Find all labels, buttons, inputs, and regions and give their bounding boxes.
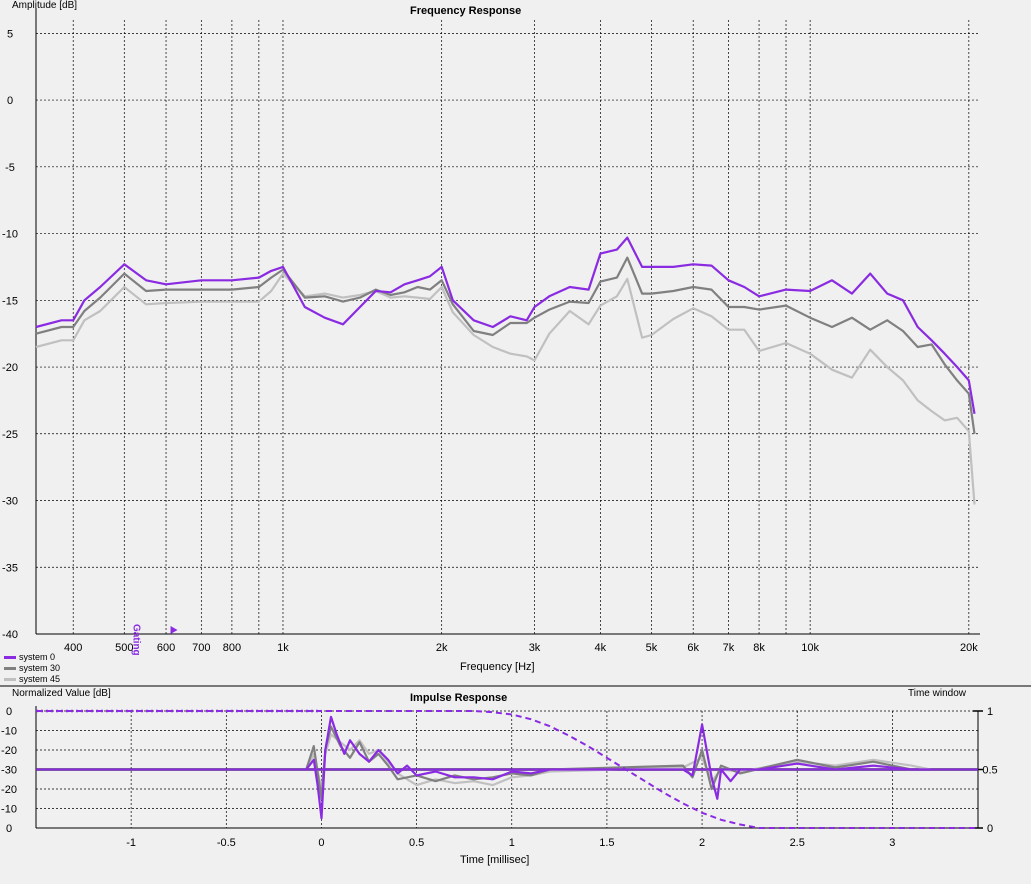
- impulse-right-tick-label: 0.5: [982, 765, 997, 777]
- impulse-y-axis-label: Normalized Value [dB]: [12, 688, 111, 699]
- legend-label: system 30: [19, 663, 61, 673]
- legend-label: system 0: [19, 652, 56, 662]
- freq-y-tick-label: -35: [2, 562, 18, 574]
- impulse-y-tick-label: -10: [1, 804, 17, 816]
- legend-swatch: [4, 667, 16, 671]
- freq-x-tick-label: 1k: [277, 642, 289, 654]
- freq-series-system-30: [35, 256, 976, 434]
- gating-marker-icon: [170, 626, 178, 634]
- impulse-x-tick-label: 3: [889, 837, 895, 849]
- legend-item-system-0: system 0: [4, 652, 55, 662]
- impulse-y-tick-label: -10: [1, 726, 17, 738]
- impulse-x-axis-label: Time [millisec]: [460, 854, 530, 866]
- freq-x-tick-label: 800: [223, 642, 241, 654]
- impulse-x-tick-label: 1: [509, 837, 515, 849]
- freq-y-tick-label: -10: [2, 229, 18, 241]
- freq-x-tick-label: 3k: [529, 642, 541, 654]
- freq-x-tick-label: 2k: [436, 642, 448, 654]
- impulse-x-tick-label: 1.5: [599, 837, 614, 849]
- impulse-chart-title: Impulse Response: [410, 692, 508, 704]
- impulse-y-tick-label: -30: [1, 765, 17, 777]
- freq-y-axis-label: Amplitude [dB]: [12, 0, 78, 11]
- time-window-curve: [36, 710, 978, 829]
- freq-y-tick-label: -40: [2, 629, 18, 641]
- legend-swatch: [4, 656, 16, 660]
- freq-x-tick-label: 4k: [595, 642, 607, 654]
- freq-x-tick-label: 7k: [723, 642, 735, 654]
- freq-chart-title: Frequency Response: [410, 5, 522, 17]
- freq-y-tick-label: -15: [2, 295, 18, 307]
- impulse-right-tick-label: 1: [987, 706, 993, 718]
- legend-label: system 45: [19, 674, 61, 684]
- impulse-y-tick-label: -20: [1, 745, 17, 757]
- impulse-x-tick-label: -0.5: [217, 837, 236, 849]
- freq-series-system-0: [35, 236, 976, 414]
- freq-series-system-45: [35, 272, 976, 505]
- impulse-x-tick-label: 0.5: [409, 837, 424, 849]
- impulse-x-tick-label: 2: [699, 837, 705, 849]
- freq-y-tick-label: -25: [2, 429, 18, 441]
- freq-x-tick-label: 10k: [801, 642, 819, 654]
- freq-y-tick-label: -5: [5, 162, 15, 174]
- legend-item-system-45: system 45: [4, 674, 60, 684]
- freq-x-axis-label: Frequency [Hz]: [460, 661, 535, 673]
- impulse-series-system-30: [305, 725, 931, 800]
- impulse-y-tick-label: 0: [6, 823, 12, 835]
- freq-x-tick-label: 20k: [960, 642, 978, 654]
- freq-y-tick-label: -30: [2, 496, 18, 508]
- gating-marker-label: Gating: [131, 624, 142, 656]
- impulse-y-tick-label: 0: [6, 706, 12, 718]
- freq-y-tick-label: -20: [2, 362, 18, 374]
- time-window-label: Time window: [908, 688, 966, 699]
- freq-y-tick-label: 5: [7, 28, 13, 40]
- freq-x-tick-label: 400: [64, 642, 82, 654]
- impulse-series-system-45: [305, 733, 931, 791]
- impulse-right-tick-label: 0: [987, 823, 993, 835]
- impulse-x-tick-label: -1: [126, 837, 136, 849]
- freq-x-tick-label: 500: [115, 642, 133, 654]
- freq-x-tick-label: 6k: [687, 642, 699, 654]
- freq-x-tick-label: 8k: [753, 642, 765, 654]
- legend-swatch: [4, 678, 16, 682]
- freq-y-tick-label: 0: [7, 95, 13, 107]
- impulse-y-tick-label: -20: [1, 784, 17, 796]
- freq-x-tick-label: 5k: [646, 642, 658, 654]
- legend-item-system-30: system 30: [4, 663, 60, 673]
- freq-x-tick-label: 700: [192, 642, 210, 654]
- impulse-x-tick-label: 0: [318, 837, 324, 849]
- freq-x-tick-label: 600: [157, 642, 175, 654]
- impulse-x-tick-label: 2.5: [790, 837, 805, 849]
